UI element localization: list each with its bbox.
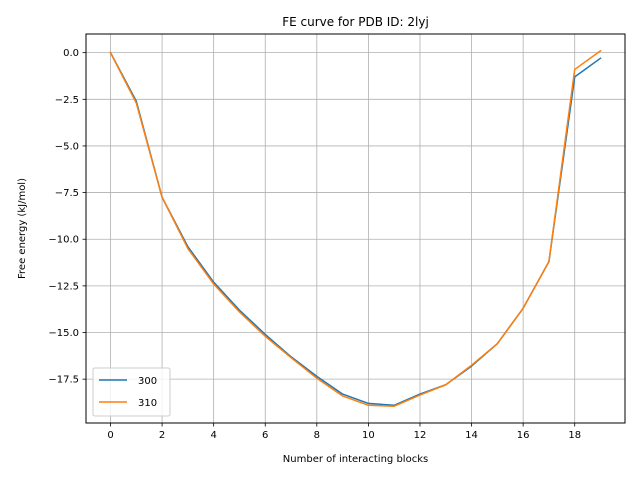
y-axis-ticks: 0.0 −2.5 −5.0 −7.5 −10.0 −12.5 −15.0 −17.5 xyxy=(48,48,86,386)
grid xyxy=(86,34,625,423)
x-tick-label: 10 xyxy=(362,430,375,441)
y-tick-label: −10.0 xyxy=(48,235,79,246)
plot-area xyxy=(86,34,625,423)
y-axis-label: Free energy (kJ/mol) xyxy=(17,178,28,279)
x-tick-label: 16 xyxy=(517,430,530,441)
y-tick-label: 0.0 xyxy=(63,48,79,59)
legend-box xyxy=(92,367,171,417)
x-tick-label: 18 xyxy=(568,430,581,441)
y-tick-label: −15.0 xyxy=(48,328,79,339)
x-tick-label: 14 xyxy=(465,430,478,441)
legend: 300 310 xyxy=(92,367,171,417)
x-tick-label: 8 xyxy=(314,430,320,441)
legend-label-310: 310 xyxy=(138,398,157,409)
x-axis-ticks: 0 2 4 6 8 10 12 14 16 18 xyxy=(107,423,581,441)
x-tick-label: 0 xyxy=(107,430,113,441)
y-tick-label: −7.5 xyxy=(55,188,79,199)
plot-frame xyxy=(85,33,626,424)
x-tick-label: 2 xyxy=(159,430,165,441)
series-line-310 xyxy=(109,49,602,407)
x-tick-label: 4 xyxy=(210,430,216,441)
x-tick-label: 6 xyxy=(262,430,268,441)
chart-title: FE curve for PDB ID: 2lyj xyxy=(282,15,429,29)
y-tick-label: −2.5 xyxy=(55,95,79,106)
y-tick-label: −17.5 xyxy=(48,375,79,386)
y-tick-label: −12.5 xyxy=(48,281,79,292)
y-tick-label: −5.0 xyxy=(55,141,79,152)
x-axis-label: Number of interacting blocks xyxy=(283,454,428,465)
x-tick-label: 12 xyxy=(414,430,427,441)
series-lines xyxy=(109,49,602,407)
legend-label-300: 300 xyxy=(138,376,157,387)
